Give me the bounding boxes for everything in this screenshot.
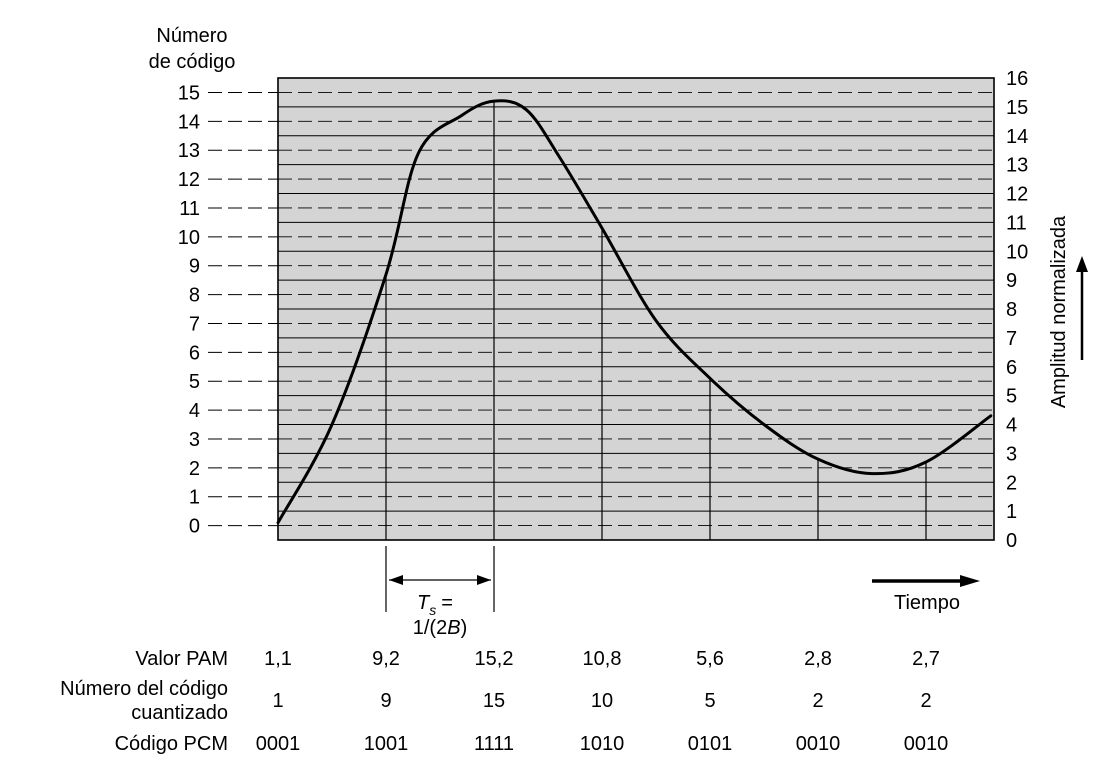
grid-lines <box>278 91 994 527</box>
right-tick-label: 9 <box>1006 270 1017 292</box>
time-label: Tiempo <box>894 592 960 614</box>
pam-value: 9,2 <box>372 648 400 670</box>
left-tick-label: 1 <box>189 487 200 509</box>
left-axis-title-line1: Número <box>156 25 227 47</box>
left-tick-label: 10 <box>178 227 200 249</box>
pcm-code: 1010 <box>580 733 625 755</box>
pam-value: 2,8 <box>804 648 832 670</box>
row-label-pcm: Código PCM <box>115 733 228 755</box>
right-tick-label: 13 <box>1006 155 1028 177</box>
pcm-code: 0101 <box>688 733 733 755</box>
row-label-quantized-line1: Número del código <box>60 678 228 700</box>
right-tick-label: 15 <box>1006 97 1028 119</box>
left-tick-label: 12 <box>178 169 200 191</box>
left-tick-label: 5 <box>189 371 200 393</box>
right-tick-label: 6 <box>1006 357 1017 379</box>
sampling-period-annotation: Ts = 1/(2B) <box>385 546 495 639</box>
right-tick-label: 11 <box>1006 212 1027 234</box>
time-axis-arrow <box>872 575 980 587</box>
pcm-code: 0001 <box>256 733 301 755</box>
table-values: 1,1 9,2 15,2 10,8 5,6 2,8 2,7 1 9 15 10 5 2 2 0001 1001… <box>256 648 949 755</box>
pcm-code: 0010 <box>904 733 949 755</box>
pcm-code: 1111 <box>474 733 514 755</box>
pam-value: 5,6 <box>696 648 724 670</box>
left-tick-label: 3 <box>189 429 200 451</box>
quantized-code: 15 <box>483 690 505 712</box>
right-tick-label: 8 <box>1006 299 1017 321</box>
right-tick-label: 4 <box>1006 415 1017 437</box>
pam-value: 15,2 <box>475 648 514 670</box>
left-tick-label: 9 <box>189 256 200 278</box>
right-tick-label: 12 <box>1006 184 1028 206</box>
right-axis-arrow <box>1076 256 1088 360</box>
left-tick-label: 15 <box>178 82 200 104</box>
analog-signal-curve <box>276 99 993 525</box>
left-tick-label: 6 <box>189 342 200 364</box>
right-tick-label: 2 <box>1006 472 1017 494</box>
left-axis-title-line2: de código <box>149 51 236 73</box>
right-tick-label: 3 <box>1006 443 1017 465</box>
right-axis-title: Amplitud normalizada <box>1048 215 1070 408</box>
right-tick-label: 7 <box>1006 328 1017 350</box>
quantized-code: 2 <box>812 690 823 712</box>
right-tick-label: 1 <box>1006 501 1017 523</box>
right-tick-label: 10 <box>1006 241 1028 263</box>
sampling-period-value: 1/(2B) <box>413 617 467 639</box>
pam-value: 1,1 <box>264 648 292 670</box>
right-tick-label: 0 <box>1006 530 1017 552</box>
pam-value: 10,8 <box>583 648 622 670</box>
pcm-code: 0010 <box>796 733 841 755</box>
left-tick-label: 13 <box>178 140 200 162</box>
sampling-period-symbol: Ts = <box>417 592 453 618</box>
left-tick-label: 14 <box>178 111 200 133</box>
quantized-code: 5 <box>704 690 715 712</box>
quantized-code: 1 <box>272 690 283 712</box>
right-tick-label: 16 <box>1006 68 1028 90</box>
row-label-quantized-line2: cuantizado <box>131 702 228 724</box>
pam-value: 2,7 <box>912 648 940 670</box>
quantized-code: 9 <box>380 690 391 712</box>
left-tick-label: 0 <box>189 516 200 538</box>
quantized-code: 10 <box>591 690 613 712</box>
left-tick-label: 2 <box>189 458 200 480</box>
left-tick-label: 7 <box>189 313 200 335</box>
right-tick-label: 14 <box>1006 126 1028 148</box>
row-label-pam: Valor PAM <box>135 648 228 670</box>
quantized-code: 2 <box>920 690 931 712</box>
left-tick-label: 4 <box>189 400 200 422</box>
right-tick-label: 5 <box>1006 386 1017 408</box>
pcm-code: 1001 <box>364 733 409 755</box>
left-tick-label: 8 <box>189 285 200 307</box>
sample-lines <box>385 101 927 540</box>
left-tick-label: 11 <box>179 198 200 220</box>
